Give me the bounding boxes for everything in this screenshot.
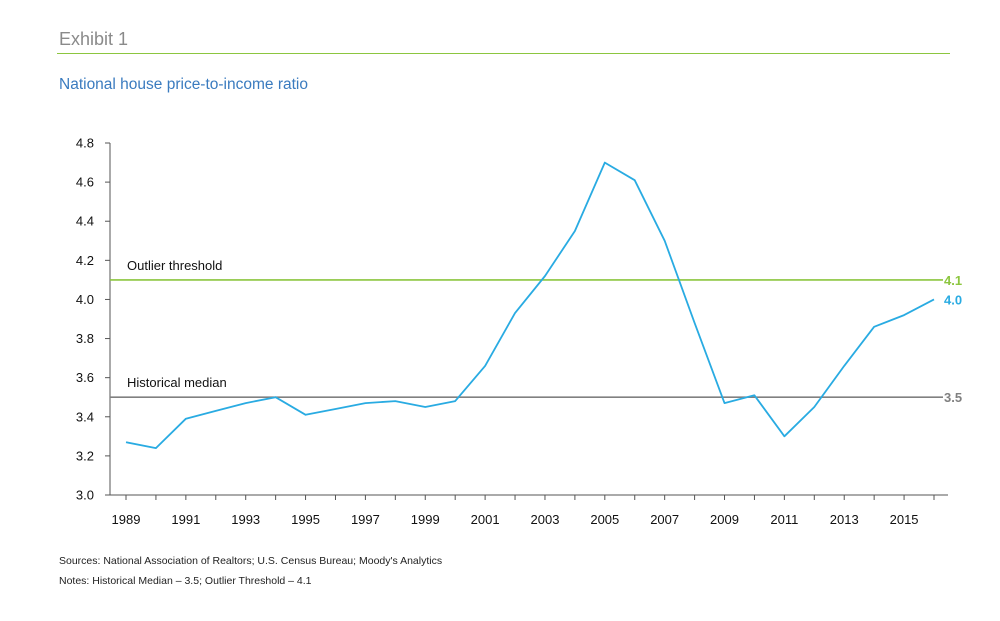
y-tick-label: 3.2 <box>76 448 94 463</box>
series-line <box>125 161 935 450</box>
y-tick-label: 3.8 <box>76 331 94 346</box>
x-tick-label: 2003 <box>531 512 560 527</box>
header-divider <box>57 53 950 54</box>
x-tick-label: 2009 <box>710 512 739 527</box>
sources-note: Sources: National Association of Realtor… <box>59 555 443 567</box>
x-tick-label: 2007 <box>650 512 679 527</box>
reference-lines: Outlier threshold 4.1 Historical median 3.5 <box>110 258 962 405</box>
reference-line-label: Outlier threshold <box>127 258 222 273</box>
reference-value-label: 4.1 <box>944 273 962 288</box>
y-tick-label: 3.6 <box>76 370 94 385</box>
x-tick-label: 2013 <box>830 512 859 527</box>
reference-line-label: Historical median <box>127 375 227 390</box>
series-end-label: 4.0 <box>944 292 962 307</box>
x-tick-label: 2001 <box>471 512 500 527</box>
x-axis: 1989 1991 1993 1995 1997 1999 2001 2003 2005 2007… <box>110 494 948 527</box>
x-tick-label: 1993 <box>231 512 260 527</box>
y-tick-label: 4.6 <box>76 175 94 190</box>
y-tick-label: 4.4 <box>76 214 94 229</box>
chart-title: National house price-to-income ratio <box>59 76 308 93</box>
x-tick-label: 2011 <box>770 512 798 527</box>
y-tick-label: 3.4 <box>76 409 94 424</box>
y-tick-label: 4.2 <box>76 253 94 268</box>
x-tick-label: 1989 <box>112 512 141 527</box>
y-tick-label: 4.8 <box>76 136 94 151</box>
series-group: 4.0 <box>125 161 962 450</box>
exhibit-label: Exhibit 1 <box>59 29 129 49</box>
x-tick-label: 2005 <box>590 512 619 527</box>
reference-value-label: 3.5 <box>944 390 962 405</box>
x-tick-label: 1991 <box>171 512 200 527</box>
y-axis: 3.0 3.2 3.4 3.6 3.8 4.0 4.2 4.4 4.6 4.8 <box>76 136 111 503</box>
notes-note: Notes: Historical Median – 3.5; Outlier … <box>59 575 312 587</box>
x-tick-label: 1995 <box>291 512 320 527</box>
line-chart: 3.03.23.43.63.84.04.24.44.64.8 1989 1991 1… <box>76 136 962 528</box>
x-tick-label: 1999 <box>411 512 440 527</box>
x-tick-label: 2015 <box>890 512 919 527</box>
y-tick-label: 3.0 <box>76 488 94 503</box>
y-tick-label: 4.0 <box>76 292 94 307</box>
x-tick-label: 1997 <box>351 512 380 527</box>
